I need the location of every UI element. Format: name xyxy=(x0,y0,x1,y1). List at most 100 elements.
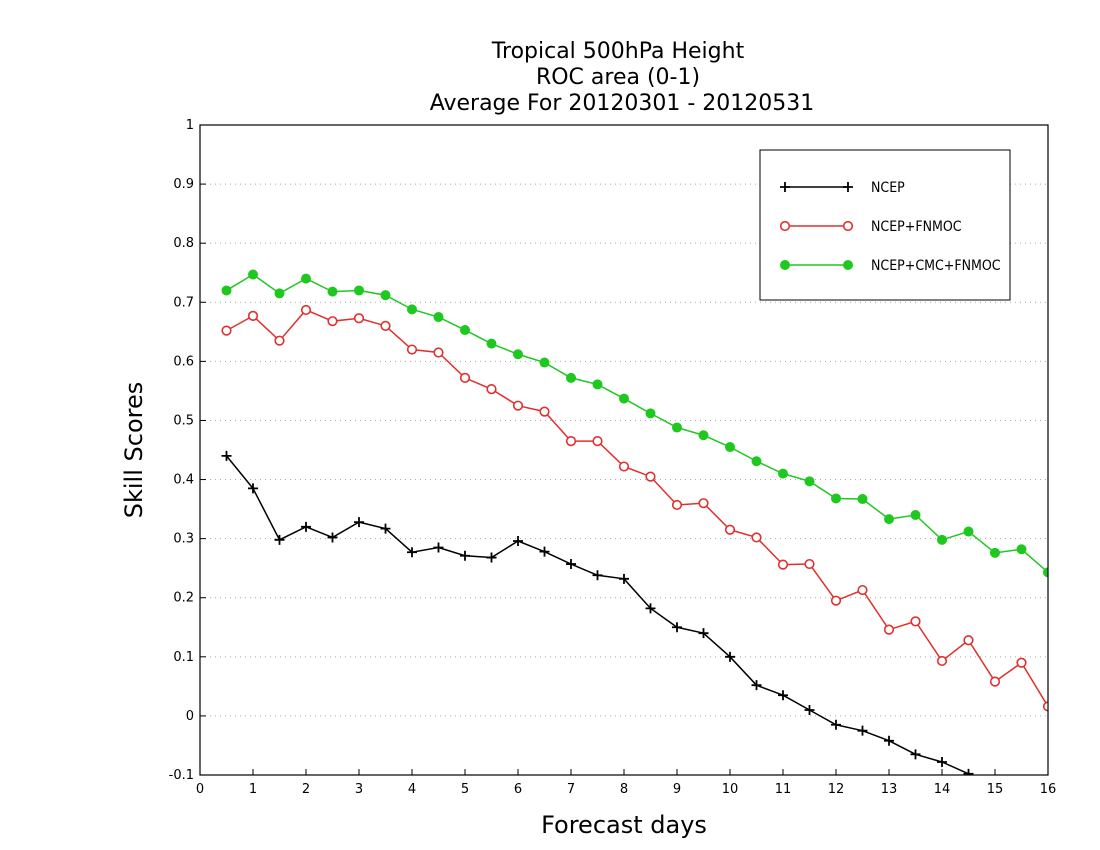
data-point xyxy=(566,372,576,383)
data-point xyxy=(592,570,603,581)
y-tick-label: 0.8 xyxy=(173,236,194,251)
data-point xyxy=(460,550,470,561)
y-axis-label: Skill Scores xyxy=(120,382,148,519)
data-point xyxy=(672,422,682,433)
data-point xyxy=(831,719,841,730)
legend-item: NCEP+FNMOC xyxy=(779,219,962,235)
data-point xyxy=(565,436,577,447)
data-point xyxy=(354,517,364,528)
data-point xyxy=(645,471,656,482)
data-point xyxy=(725,442,735,453)
data-point xyxy=(354,285,364,296)
data-point xyxy=(353,313,365,324)
series-ncep-fnmoc xyxy=(221,304,1048,712)
series-ncep-cmc-fnmoc xyxy=(221,269,1048,578)
data-point xyxy=(618,461,630,472)
axis-ticks: -0.100.10.20.30.40.50.60.70.80.910 1 2 3 4 5 6… xyxy=(169,118,1057,797)
data-point xyxy=(539,406,550,417)
data-point xyxy=(460,325,470,336)
x-tick-label: 16 xyxy=(1040,782,1057,797)
data-point xyxy=(459,372,471,384)
x-tick-label: 6 xyxy=(514,782,522,797)
data-point xyxy=(274,534,285,545)
x-tick-label: 5 xyxy=(461,782,469,797)
legend-marker xyxy=(780,182,790,192)
data-point xyxy=(1043,567,1048,578)
data-point xyxy=(963,526,974,537)
y-tick-label: 0.9 xyxy=(173,177,194,192)
data-point xyxy=(1016,544,1027,555)
data-point xyxy=(937,757,947,767)
series-layer xyxy=(221,269,1048,775)
y-tick-label: 0.6 xyxy=(173,354,194,369)
data-point xyxy=(407,547,417,558)
data-point xyxy=(910,616,921,627)
data-point xyxy=(221,325,232,336)
data-point xyxy=(804,558,815,570)
data-point xyxy=(698,628,709,639)
x-tick-label: 8 xyxy=(620,782,628,797)
y-tick-label: 0.1 xyxy=(173,650,194,665)
data-point xyxy=(857,584,868,596)
data-point xyxy=(884,735,894,746)
data-point xyxy=(936,655,948,667)
data-point xyxy=(725,651,735,662)
x-tick-label: 2 xyxy=(302,782,310,797)
x-tick-label: 4 xyxy=(408,782,416,797)
data-point xyxy=(777,559,789,570)
chart-title-line-1: Tropical 500hPa Height xyxy=(491,39,745,64)
data-point xyxy=(778,690,788,701)
series-line xyxy=(226,309,1048,707)
data-point xyxy=(327,316,338,327)
series-ncep xyxy=(221,450,974,775)
x-tick-label: 3 xyxy=(355,782,363,797)
x-tick-label: 14 xyxy=(934,782,951,797)
legend-marker xyxy=(779,220,791,232)
data-point xyxy=(513,536,523,546)
legend-marker xyxy=(842,220,854,232)
data-point xyxy=(592,379,603,390)
y-tick-label: 0.4 xyxy=(173,473,194,488)
x-tick-label: 1 xyxy=(249,782,257,797)
data-point xyxy=(672,622,682,633)
data-point xyxy=(751,456,762,467)
data-point xyxy=(778,468,788,479)
data-point xyxy=(645,408,656,419)
data-point xyxy=(380,320,391,332)
data-point xyxy=(989,676,1001,687)
data-point xyxy=(327,286,338,297)
data-point xyxy=(698,430,709,441)
data-point xyxy=(963,768,974,775)
data-point xyxy=(539,357,550,368)
data-point xyxy=(884,514,894,525)
legend-item: NCEP+CMC+FNMOC xyxy=(780,258,1001,274)
chart-title-line-3: Average For 20120301 - 20120531 xyxy=(430,91,815,116)
data-point xyxy=(831,493,841,504)
x-tick-label: 10 xyxy=(722,782,739,797)
data-point xyxy=(804,476,815,487)
data-point xyxy=(539,546,550,557)
data-point xyxy=(300,304,312,316)
data-point xyxy=(247,310,259,321)
legend-box xyxy=(759,149,1011,301)
data-point xyxy=(990,547,1000,558)
legend-label: NCEP xyxy=(871,180,905,196)
data-point xyxy=(619,573,629,584)
data-point xyxy=(248,483,258,494)
y-tick-label: 0.2 xyxy=(173,591,194,606)
data-point xyxy=(407,304,417,315)
data-point xyxy=(221,285,232,296)
x-tick-label: 12 xyxy=(828,782,845,797)
data-point xyxy=(910,510,921,520)
data-point xyxy=(592,436,603,447)
y-tick-label: 0.5 xyxy=(173,413,194,428)
legend: NCEP NCEP+FNMOC NCEP+CMC+FNMOC xyxy=(759,149,1011,301)
x-tick-label: 9 xyxy=(673,782,681,797)
data-point xyxy=(221,450,232,461)
data-point xyxy=(301,521,311,532)
data-point xyxy=(830,595,842,606)
y-tick-label: 1 xyxy=(186,118,194,133)
data-point xyxy=(857,494,868,505)
y-tick-label: 0 xyxy=(186,709,194,724)
